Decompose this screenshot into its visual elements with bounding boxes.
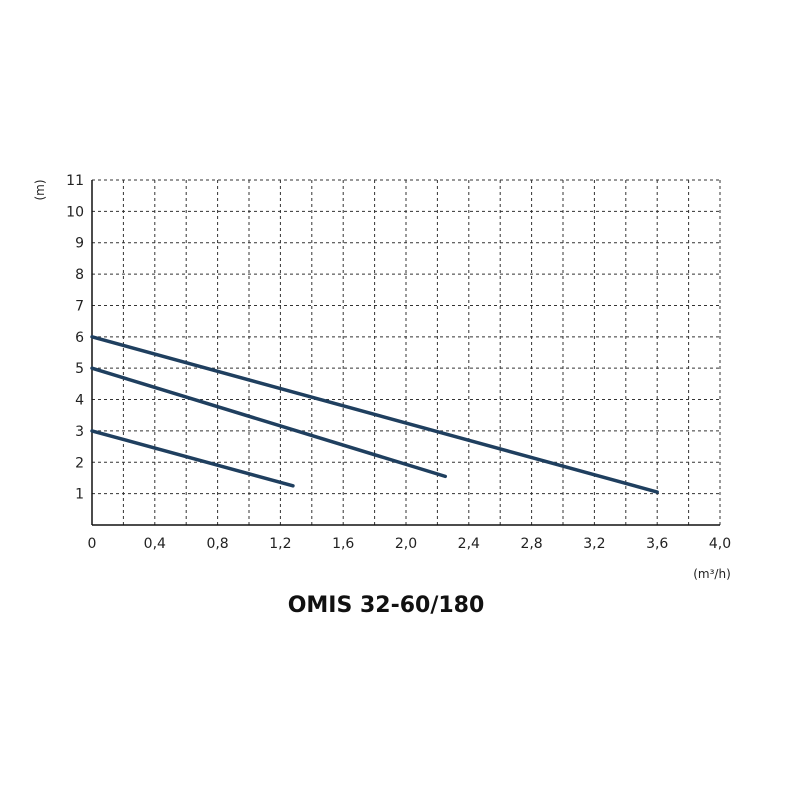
y-axis-label: (m) — [33, 179, 47, 200]
y-tick-label: 3 — [75, 424, 84, 440]
y-tick-label: 11 — [66, 173, 84, 189]
x-tick-label: 1,2 — [269, 536, 291, 552]
x-tick-label: 0 — [88, 536, 97, 552]
x-tick-label: 0,8 — [206, 536, 228, 552]
pump-curve-1 — [90, 335, 659, 494]
x-tick-label: 4,0 — [709, 536, 731, 552]
x-tick-label: 1,6 — [332, 536, 354, 552]
x-tick-label: 2,4 — [458, 536, 480, 552]
grid — [91, 179, 721, 526]
series-group — [90, 335, 659, 494]
pump-curve-3 — [90, 429, 295, 488]
x-tick-label: 2,8 — [520, 536, 542, 552]
pump-curve-2 — [90, 366, 447, 479]
x-tick-label: 3,6 — [646, 536, 668, 552]
chart-title: OMIS 32-60/180 — [288, 593, 485, 618]
y-tick-label: 9 — [75, 236, 84, 252]
x-tick-label: 0,4 — [144, 536, 166, 552]
y-tick-label: 6 — [75, 330, 84, 346]
y-tick-label: 10 — [66, 204, 84, 220]
y-tick-label: 1 — [75, 487, 84, 503]
y-tick-label: 5 — [75, 361, 84, 377]
x-axis-ticks: 0 0,4 0,8 1,2 1,6 2,0 2,4 2,8 3,2 3,6 4,0 — [88, 536, 732, 552]
y-tick-label: 2 — [75, 455, 84, 471]
y-tick-label: 4 — [75, 393, 84, 409]
y-tick-label: 8 — [75, 267, 84, 283]
x-axis-label: (m³/h) — [693, 567, 731, 581]
y-tick-label: 7 — [75, 298, 84, 314]
x-tick-label: 3,2 — [583, 536, 605, 552]
y-axis-ticks: 1 2 3 4 5 6 7 8 9 10 11 — [66, 173, 84, 503]
x-tick-label: 2,0 — [395, 536, 417, 552]
